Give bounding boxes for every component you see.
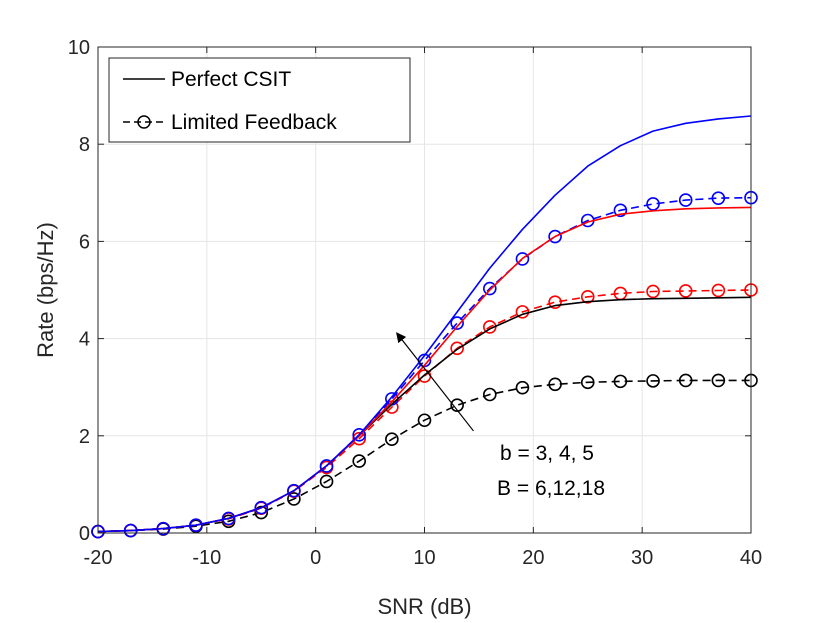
series-marker-5 (548, 229, 562, 244)
series-marker-4 (678, 284, 693, 298)
legend-label-perfect-csit: Perfect CSIT (171, 68, 291, 91)
series-marker-5 (613, 203, 628, 218)
series-marker-4 (450, 341, 464, 356)
series-marker-5 (221, 511, 236, 526)
series-marker-3 (580, 375, 595, 390)
series-marker-5 (678, 193, 693, 207)
series-line-3 (97, 379, 751, 533)
series-marker-4 (711, 283, 726, 298)
annotation-arrow (396, 332, 474, 432)
y-tick-label: 6 (79, 231, 90, 253)
series-marker-4 (548, 295, 562, 309)
x-tick-label: -20 (84, 547, 113, 569)
series-marker-3 (646, 374, 660, 388)
series-marker-3 (254, 505, 269, 520)
x-tick-label: 20 (522, 547, 544, 569)
series-marker-3 (319, 474, 334, 489)
series-marker-5 (254, 500, 269, 515)
series-marker-5 (450, 316, 464, 330)
x-tick-label: 0 (310, 547, 321, 569)
series-marker-3 (678, 373, 693, 388)
legend-marker-circle (137, 115, 151, 129)
series-marker-3 (417, 413, 432, 428)
series-marker-3 (482, 387, 497, 402)
annotation-b-values: b = 3, 4, 5 (500, 442, 594, 465)
axis-ticks (97, 46, 752, 534)
series-marker-3 (711, 373, 726, 388)
annotation-B-values: B = 6,12,18 (497, 477, 605, 500)
series-marker-5 (482, 281, 497, 296)
legend-box (108, 57, 411, 143)
series-marker-3 (613, 374, 628, 389)
series-marker-3 (287, 492, 301, 506)
series-marker-3 (385, 432, 399, 447)
y-tick-label: 10 (68, 37, 90, 59)
series-marker-5 (515, 252, 530, 266)
series-marker-3 (450, 398, 464, 412)
series-marker-3 (515, 380, 530, 395)
series-marker-5 (352, 428, 367, 442)
x-tick-label: 10 (413, 547, 435, 569)
x-tick-label: 30 (631, 547, 653, 569)
series-marker-3 (352, 454, 367, 468)
y-tick-label: 2 (79, 426, 90, 448)
series-marker-4 (515, 305, 530, 319)
series-marker-5 (711, 191, 726, 205)
y-tick-label: 4 (79, 329, 90, 351)
series-marker-4 (352, 431, 367, 446)
x-tick-label: 40 (740, 547, 762, 569)
series-marker-5 (287, 483, 301, 498)
series-line-2 (97, 115, 752, 533)
series-marker-5 (646, 197, 660, 211)
x-tick-label: -10 (192, 547, 221, 569)
tick-labels: -20 -10 0 10 20 30 40 0 2 4 6 8 10 (68, 37, 762, 569)
legend: Perfect CSIT Limited Feedback (108, 57, 411, 143)
series-marker-4 (646, 284, 660, 299)
series-marker-5 (319, 459, 334, 473)
x-axis-label: SNR (dB) (377, 594, 471, 619)
series-layer (91, 115, 758, 539)
y-tick-label: 0 (79, 523, 90, 545)
y-axis-label: Rate (bps/Hz) (33, 222, 58, 358)
series-marker-4 (580, 290, 595, 304)
series-marker-3 (548, 377, 562, 392)
y-tick-label: 8 (79, 134, 90, 156)
legend-label-limited-feedback: Limited Feedback (171, 111, 337, 134)
